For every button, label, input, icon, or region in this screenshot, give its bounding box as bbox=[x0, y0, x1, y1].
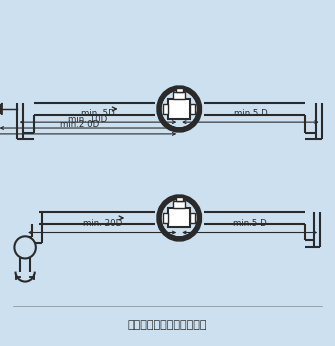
Polygon shape bbox=[159, 93, 166, 100]
Polygon shape bbox=[157, 112, 163, 119]
Polygon shape bbox=[182, 235, 189, 241]
Polygon shape bbox=[192, 118, 199, 125]
Polygon shape bbox=[196, 208, 201, 215]
Polygon shape bbox=[192, 202, 199, 209]
Polygon shape bbox=[192, 93, 199, 100]
Polygon shape bbox=[196, 221, 201, 228]
Text: min.5 D: min.5 D bbox=[233, 219, 267, 228]
Bar bbox=[176, 88, 183, 92]
Polygon shape bbox=[163, 198, 171, 204]
Bar bbox=[190, 213, 196, 223]
Polygon shape bbox=[182, 126, 189, 132]
Bar bbox=[190, 104, 196, 114]
Polygon shape bbox=[188, 198, 195, 204]
Text: min.2 0D: min.2 0D bbox=[60, 120, 99, 129]
Bar bbox=[169, 208, 190, 228]
Polygon shape bbox=[176, 128, 183, 132]
Polygon shape bbox=[188, 231, 195, 238]
Polygon shape bbox=[0, 103, 2, 115]
Bar bbox=[163, 213, 169, 223]
Polygon shape bbox=[197, 215, 201, 221]
Polygon shape bbox=[176, 195, 183, 199]
Bar bbox=[176, 197, 183, 201]
Polygon shape bbox=[169, 235, 176, 241]
Polygon shape bbox=[169, 126, 176, 132]
Polygon shape bbox=[182, 86, 189, 92]
Polygon shape bbox=[163, 231, 171, 238]
Polygon shape bbox=[188, 122, 195, 129]
Text: min.5 D: min.5 D bbox=[233, 109, 267, 118]
Polygon shape bbox=[157, 215, 161, 221]
Polygon shape bbox=[182, 195, 189, 201]
Polygon shape bbox=[163, 89, 171, 95]
Polygon shape bbox=[159, 118, 166, 125]
Text: min. 20D: min. 20D bbox=[82, 219, 122, 228]
Polygon shape bbox=[197, 106, 201, 112]
Polygon shape bbox=[157, 221, 163, 228]
Circle shape bbox=[14, 236, 36, 258]
Text: min. 10D: min. 10D bbox=[68, 115, 108, 124]
Polygon shape bbox=[196, 99, 201, 106]
Polygon shape bbox=[157, 106, 161, 112]
Polygon shape bbox=[169, 86, 176, 92]
Bar bbox=[163, 104, 169, 114]
Polygon shape bbox=[192, 227, 199, 234]
Bar bbox=[169, 100, 190, 118]
Polygon shape bbox=[159, 202, 166, 209]
Polygon shape bbox=[157, 208, 163, 215]
Bar bbox=[174, 92, 185, 100]
Bar bbox=[174, 201, 185, 208]
Text: min. 5D: min. 5D bbox=[81, 109, 115, 118]
Polygon shape bbox=[163, 122, 171, 129]
Polygon shape bbox=[188, 89, 195, 95]
Polygon shape bbox=[159, 227, 166, 234]
Polygon shape bbox=[169, 195, 176, 201]
Text: 弯管、阀门和泵之间的安装: 弯管、阀门和泵之间的安装 bbox=[128, 320, 207, 329]
Polygon shape bbox=[157, 99, 163, 106]
Polygon shape bbox=[176, 86, 183, 90]
Polygon shape bbox=[196, 112, 201, 119]
Polygon shape bbox=[176, 237, 183, 241]
